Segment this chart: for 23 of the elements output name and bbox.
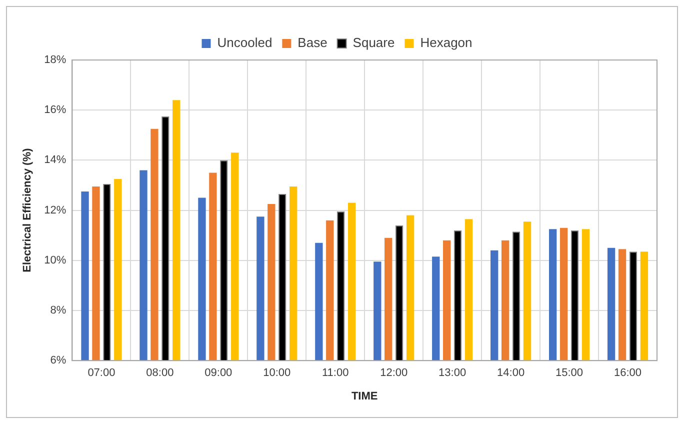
x-tick-label: 14:00 xyxy=(497,367,525,380)
x-tick-label: 15:00 xyxy=(556,367,584,380)
x-tick-label: 13:00 xyxy=(438,367,466,380)
x-tick-label: 08:00 xyxy=(146,367,174,380)
x-tick-label: 16:00 xyxy=(614,367,642,380)
y-tick-label: 18% xyxy=(44,54,66,66)
y-tick-label: 14% xyxy=(44,154,66,166)
legend-label: Base xyxy=(298,35,328,50)
y-tick-label: 12% xyxy=(44,204,66,216)
y-tick-label: 10% xyxy=(44,254,66,266)
x-tick-label: 12:00 xyxy=(380,367,408,380)
y-tick-label: 16% xyxy=(44,104,66,116)
x-tick-label: 07:00 xyxy=(88,367,116,380)
y-tick-label: 8% xyxy=(50,304,66,317)
x-axis-title: TIME xyxy=(351,390,378,402)
x-tick-label: 09:00 xyxy=(204,367,232,380)
x-tick-label: 11:00 xyxy=(322,367,349,380)
legend-label: Hexagon xyxy=(420,35,472,50)
y-axis-title: Electrical Efficiency (%) xyxy=(22,148,34,272)
y-tick-label: 6% xyxy=(50,354,66,367)
x-tick-label: 10:00 xyxy=(263,367,291,380)
legend-label: Uncooled xyxy=(217,35,272,50)
legend-label: Square xyxy=(352,35,395,50)
